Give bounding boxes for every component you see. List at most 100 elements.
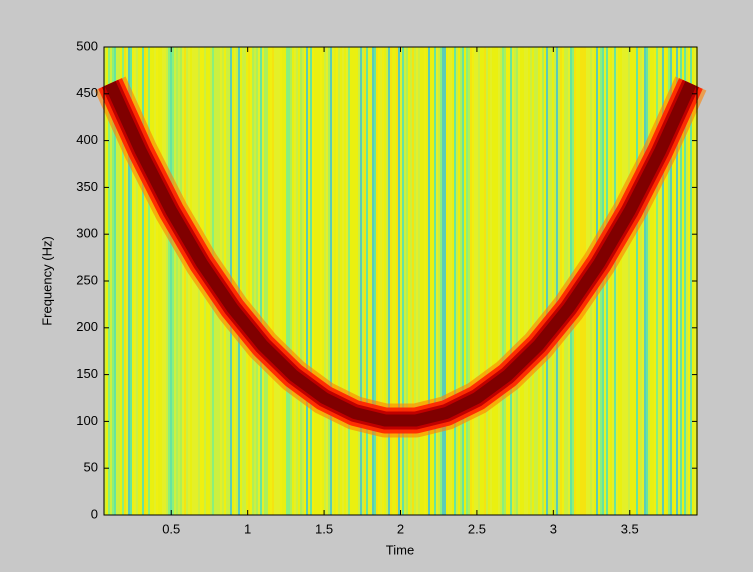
x-axis-label: Time [386,542,414,557]
background-stripe [436,47,438,515]
background-stripe [330,47,332,515]
background-stripe [492,47,494,515]
x-tick-label: 1 [244,521,251,536]
background-stripe [348,47,350,515]
background-stripe [550,47,552,515]
background-stripe [276,47,278,515]
background-stripe [146,47,148,515]
ridge [104,81,697,427]
background-stripe [690,47,692,515]
background-stripe [110,47,112,515]
background-stripe [126,47,128,515]
background-stripe [256,47,258,515]
background-stripe [646,47,648,515]
background-stripe [608,47,610,515]
background-stripe [122,47,124,515]
background-stripe [680,47,682,515]
background-stripe [372,47,374,515]
background-stripe [400,47,402,515]
background-stripe [338,47,340,515]
background-stripe [404,47,406,515]
background-stripe [456,47,458,515]
background-stripe [536,47,538,515]
background-stripe [630,47,632,515]
background-stripe [266,47,268,515]
background-stripe [640,47,642,515]
background-stripe [644,47,646,515]
background-stripe [352,47,354,515]
background-stripe [556,47,558,515]
background-stripe [510,47,512,515]
background-stripe [540,47,542,515]
x-tick-label: 2.5 [468,521,486,536]
background-stripe [402,47,404,515]
background-stripe [686,47,688,515]
background-stripe [434,47,436,515]
background-stripe [312,47,314,515]
background-stripe [558,47,560,515]
background-stripe [684,47,686,515]
background-stripe [636,47,638,515]
background-stripe [524,47,526,515]
background-stripe [144,47,146,515]
background-stripe [552,47,554,515]
background-stripe [328,47,330,515]
background-stripe [490,47,492,515]
background-stripe [430,47,432,515]
background-stripe [462,47,464,515]
background-stripe [626,47,628,515]
background-stripe [248,47,250,515]
background-stripe [342,47,344,515]
background-stripe [392,47,394,515]
x-tick-label: 1.5 [315,521,333,536]
background-stripe [496,47,498,515]
background-stripe [242,47,244,515]
background-stripe [406,47,408,515]
background-stripe [546,47,548,515]
background-stripe [422,47,424,515]
background-stripe [418,47,420,515]
background-stripe [334,47,336,515]
background-stripe [632,47,634,515]
background-stripe [464,47,466,515]
background-stripe [320,47,322,515]
background-stripe [484,47,486,515]
background-stripe [394,47,396,515]
background-stripe [458,47,460,515]
background-stripe [666,47,668,515]
background-stripe [254,47,256,515]
background-stripe [184,47,186,515]
background-stripe [560,47,562,515]
background-stripe [620,47,622,515]
background-stripe [124,47,126,515]
background-stripe [362,47,364,515]
background-stripe [306,47,308,515]
y-tick-label: 500 [76,38,98,53]
background-stripe [240,47,242,515]
background-stripe [268,47,270,515]
background-stripe [670,47,672,515]
background-stripe [688,47,690,515]
background-stripe [612,47,614,515]
background-stripe [188,47,190,515]
background-stripe [474,47,476,515]
background-stripe [432,47,434,515]
background-stripe [476,47,478,515]
background-stripe [470,47,472,515]
background-stripe [516,47,518,515]
background-stripe [132,47,134,515]
background-stripe [190,47,192,515]
background-stripe [136,47,138,515]
background-stripe [466,47,468,515]
background-stripe [324,47,326,515]
background-stripe [316,47,318,515]
background-stripe [170,47,172,515]
background-stripe [292,47,294,515]
background-stripe [420,47,422,515]
background-stripe [112,47,114,515]
background-stripe [378,47,380,515]
background-stripe [520,47,522,515]
background-stripe [260,47,262,515]
background-stripe [250,47,252,515]
